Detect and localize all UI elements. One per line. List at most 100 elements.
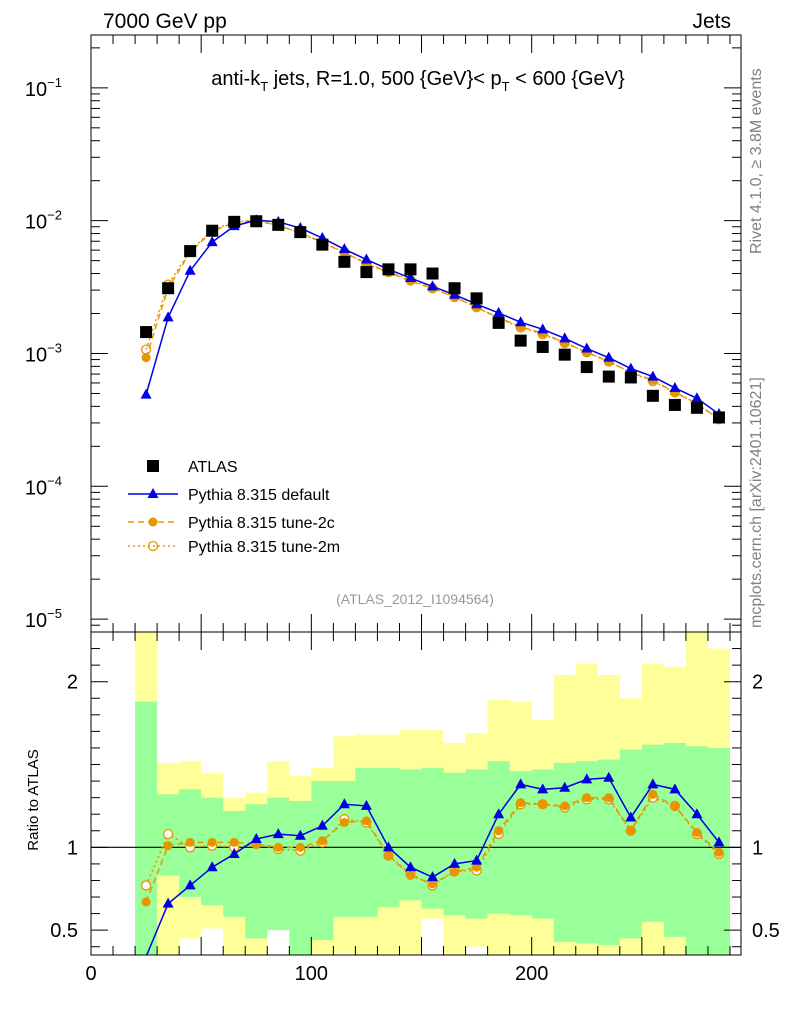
main-plot-panel: 10−1 10−2 10−3 10−4 10−5 anti-kT jets, R=1.0… xyxy=(25,34,742,633)
data-point-default xyxy=(404,272,416,283)
green-band-bin xyxy=(663,742,686,937)
data-point-atlas xyxy=(448,282,461,295)
ratio-point-tune-2c xyxy=(516,798,526,808)
ratio-point-tune-2c xyxy=(207,837,217,847)
ratio-point-tune-2c xyxy=(714,847,724,857)
ratio-y-tick-label-right: 2 xyxy=(752,672,763,694)
ratio-point-tune-2c xyxy=(141,897,151,907)
header-category: Jets xyxy=(692,10,731,33)
ratio-point-default xyxy=(184,879,196,890)
data-point-default xyxy=(559,332,571,343)
legend: ATLAS Pythia 8.315 default Pythia 8.315 tu… xyxy=(128,459,340,556)
green-band-bin xyxy=(201,797,224,906)
ratio-point-default xyxy=(515,778,527,789)
data-point-atlas xyxy=(470,292,483,305)
data-point-atlas xyxy=(404,263,417,276)
ratio-point-tune-2c xyxy=(317,836,327,846)
ratio-axis-label: Ratio to ATLAS xyxy=(25,749,42,850)
ratio-point-tune-2m xyxy=(162,828,174,840)
data-point-default xyxy=(691,392,703,403)
y-tick-label: 10−5 xyxy=(25,606,62,632)
ratio-point-tune-2c xyxy=(582,793,592,803)
data-point-atlas xyxy=(316,238,329,251)
ratio-point-default xyxy=(360,799,372,810)
legend-label: Pythia 8.315 tune-2c xyxy=(188,515,335,532)
ratio-point-tune-2c xyxy=(383,851,393,861)
green-band-bin xyxy=(289,800,312,955)
ratio-point-default xyxy=(537,783,549,794)
data-point-default xyxy=(669,381,681,392)
ratio-point-default xyxy=(272,828,284,839)
green-band-bin xyxy=(619,749,642,939)
ratio-point-default xyxy=(647,778,659,789)
x-tick-label: 100 xyxy=(295,963,328,985)
uncertainty-bands xyxy=(135,632,730,955)
data-point-atlas xyxy=(712,411,725,424)
ratio-point-default xyxy=(493,808,505,819)
ratio-point-tune-2c xyxy=(339,817,349,827)
green-band-bin xyxy=(443,772,466,916)
y-tick-label: 10−1 xyxy=(25,75,62,101)
data-point-atlas xyxy=(250,215,263,228)
data-point-atlas xyxy=(514,334,527,347)
legend-marker-tune-2m xyxy=(147,540,159,552)
ratio-point-default xyxy=(559,781,571,792)
y-tick-label: 10−3 xyxy=(25,340,62,366)
data-point-default xyxy=(338,243,350,254)
legend-label: Pythia 8.315 tune-2m xyxy=(188,539,340,556)
data-point-atlas xyxy=(162,282,175,295)
ratio-point-tune-2c xyxy=(472,862,482,872)
ratio-point-tune-2c xyxy=(229,837,239,847)
data-point-atlas xyxy=(206,224,219,237)
plot-title: anti-kT jets, R=1.0, 500 {GeV}< pT < 600… xyxy=(211,68,625,94)
ratio-point-default xyxy=(250,833,262,844)
legend-label: Pythia 8.315 default xyxy=(188,487,330,504)
ratio-point-default xyxy=(713,836,725,847)
ratio-point-default xyxy=(294,829,306,840)
analysis-id-label: (ATLAS_2012_I1094564) xyxy=(336,591,494,607)
ratio-point-tune-2c xyxy=(273,842,283,852)
green-band-bin xyxy=(311,781,334,941)
green-band-bin xyxy=(575,761,598,944)
ratio-point-tune-2m xyxy=(140,880,152,891)
series-line xyxy=(145,219,720,420)
ratio-point-tune-2c xyxy=(405,870,415,880)
ratio-point-tune-2c xyxy=(450,867,460,877)
data-point-atlas xyxy=(294,226,307,239)
ratio-point-default xyxy=(625,811,637,822)
ratio-point-tune-2c xyxy=(538,799,548,809)
data-point-atlas xyxy=(228,215,241,228)
rivet-version-label: Rivet 4.1.0, ≥ 3.8M events xyxy=(748,68,765,254)
ratio-point-default xyxy=(162,897,174,908)
data-point-default xyxy=(162,311,174,322)
green-band-bin xyxy=(355,767,378,917)
green-band-bin xyxy=(465,769,488,919)
ratio-point-tune-2c xyxy=(670,801,680,811)
data-point-atlas xyxy=(668,398,681,411)
ratio-point-tune-2c xyxy=(163,841,173,851)
ratio-point-tune-2c xyxy=(626,826,636,836)
data-point-default xyxy=(184,264,196,275)
ratio-point-default xyxy=(316,819,328,830)
ratio-point-default xyxy=(382,841,394,852)
ratio-point-tune-2c xyxy=(185,837,195,847)
ratio-point-tune-2c xyxy=(648,789,658,799)
x-tick-label: 200 xyxy=(515,963,548,985)
green-band-bin xyxy=(399,769,422,901)
data-point-default xyxy=(537,323,549,334)
y-tick-label: 10−2 xyxy=(25,208,62,234)
data-point-atlas xyxy=(690,401,703,414)
ratio-series xyxy=(91,771,741,955)
ratio-point-tune-2c xyxy=(295,842,305,852)
data-point-default xyxy=(140,388,152,399)
green-band-bin xyxy=(597,759,620,946)
green-band-bin xyxy=(509,771,532,916)
ratio-y-tick-label-right: 1 xyxy=(752,837,763,859)
data-point-default xyxy=(603,351,615,362)
ratio-point-default xyxy=(427,871,439,882)
main-plot-series xyxy=(140,214,725,425)
ratio-point-tune-2c xyxy=(560,801,570,811)
data-point-atlas xyxy=(646,389,659,402)
ratio-point-default xyxy=(581,773,593,784)
